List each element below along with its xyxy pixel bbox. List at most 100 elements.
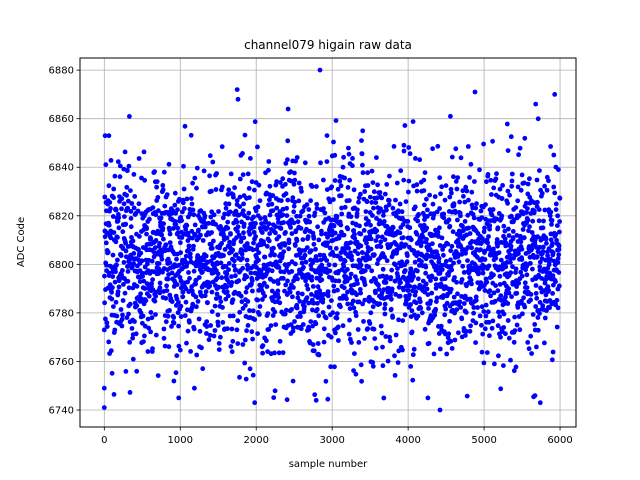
data-point (272, 252, 277, 258)
data-point (508, 134, 514, 140)
data-point (388, 306, 394, 312)
data-point (234, 219, 240, 225)
data-point (486, 263, 492, 269)
data-point (388, 242, 394, 247)
data-point (525, 340, 531, 345)
data-point (362, 189, 368, 194)
data-point (106, 183, 112, 189)
data-point (490, 207, 496, 212)
data-point (284, 205, 289, 211)
data-point (327, 245, 333, 251)
data-point (261, 241, 267, 247)
data-point (309, 292, 314, 297)
data-point (110, 214, 116, 219)
data-point (478, 280, 484, 285)
data-point (430, 201, 436, 207)
data-point (167, 260, 173, 265)
data-point (349, 257, 355, 263)
data-point (556, 283, 562, 289)
data-point (367, 194, 373, 200)
data-point (467, 175, 472, 180)
data-point (514, 322, 520, 328)
data-point (137, 234, 142, 239)
data-point (515, 184, 521, 190)
data-point (216, 347, 222, 352)
data-point (508, 270, 514, 276)
data-point (409, 308, 415, 314)
data-point (138, 291, 144, 297)
data-point (194, 304, 199, 310)
data-point (171, 315, 177, 320)
data-point (535, 327, 541, 333)
data-point (505, 188, 511, 194)
data-point (502, 228, 508, 234)
data-point (347, 317, 352, 323)
data-point (353, 313, 359, 319)
data-point (407, 225, 413, 231)
data-point (444, 351, 450, 357)
data-point (390, 225, 396, 231)
data-point (369, 168, 375, 174)
data-point (400, 222, 406, 228)
data-point (378, 239, 384, 245)
data-point (209, 245, 215, 251)
data-point (129, 326, 135, 331)
data-point (362, 297, 368, 303)
data-point (489, 192, 494, 197)
data-point (547, 305, 552, 311)
data-point (424, 237, 429, 242)
data-point (448, 338, 454, 344)
data-point (209, 188, 214, 194)
data-point (302, 160, 308, 166)
data-point (382, 311, 388, 317)
data-point (150, 277, 156, 282)
data-point (248, 270, 254, 276)
data-point (183, 227, 189, 232)
data-point (480, 270, 486, 276)
data-point (498, 334, 503, 340)
data-point (376, 287, 382, 292)
data-point (308, 198, 313, 204)
x-tick-label: 1000 (168, 435, 193, 446)
data-point (249, 329, 255, 335)
data-point (557, 195, 563, 201)
data-point (333, 278, 338, 284)
data-point (451, 294, 457, 300)
x-tick-label: 0 (101, 435, 107, 446)
data-point (369, 200, 375, 205)
data-point (515, 198, 521, 204)
data-point (448, 248, 454, 254)
data-point (352, 236, 358, 241)
data-point (294, 238, 300, 244)
data-point (233, 267, 239, 273)
data-point (241, 221, 247, 227)
data-point (194, 185, 199, 191)
data-point (553, 207, 559, 213)
data-point (130, 356, 136, 362)
data-point (329, 184, 335, 190)
data-point (213, 187, 219, 192)
data-point (159, 250, 165, 256)
data-point (481, 309, 487, 314)
data-point (118, 307, 124, 312)
data-point (544, 240, 549, 246)
data-point (182, 206, 187, 211)
data-point (473, 205, 479, 211)
data-point (138, 250, 144, 256)
data-point (119, 323, 125, 329)
data-point (314, 258, 320, 263)
data-point (280, 206, 286, 212)
data-point (487, 223, 493, 228)
data-point (327, 199, 333, 205)
data-point (237, 194, 243, 200)
data-point (437, 175, 443, 181)
data-point (148, 329, 154, 335)
data-point (537, 264, 543, 270)
data-point (554, 223, 560, 229)
data-point (351, 305, 357, 311)
data-point (407, 283, 413, 289)
data-point (245, 323, 251, 328)
data-point (397, 230, 403, 236)
data-point (108, 348, 114, 354)
data-point (380, 363, 386, 369)
